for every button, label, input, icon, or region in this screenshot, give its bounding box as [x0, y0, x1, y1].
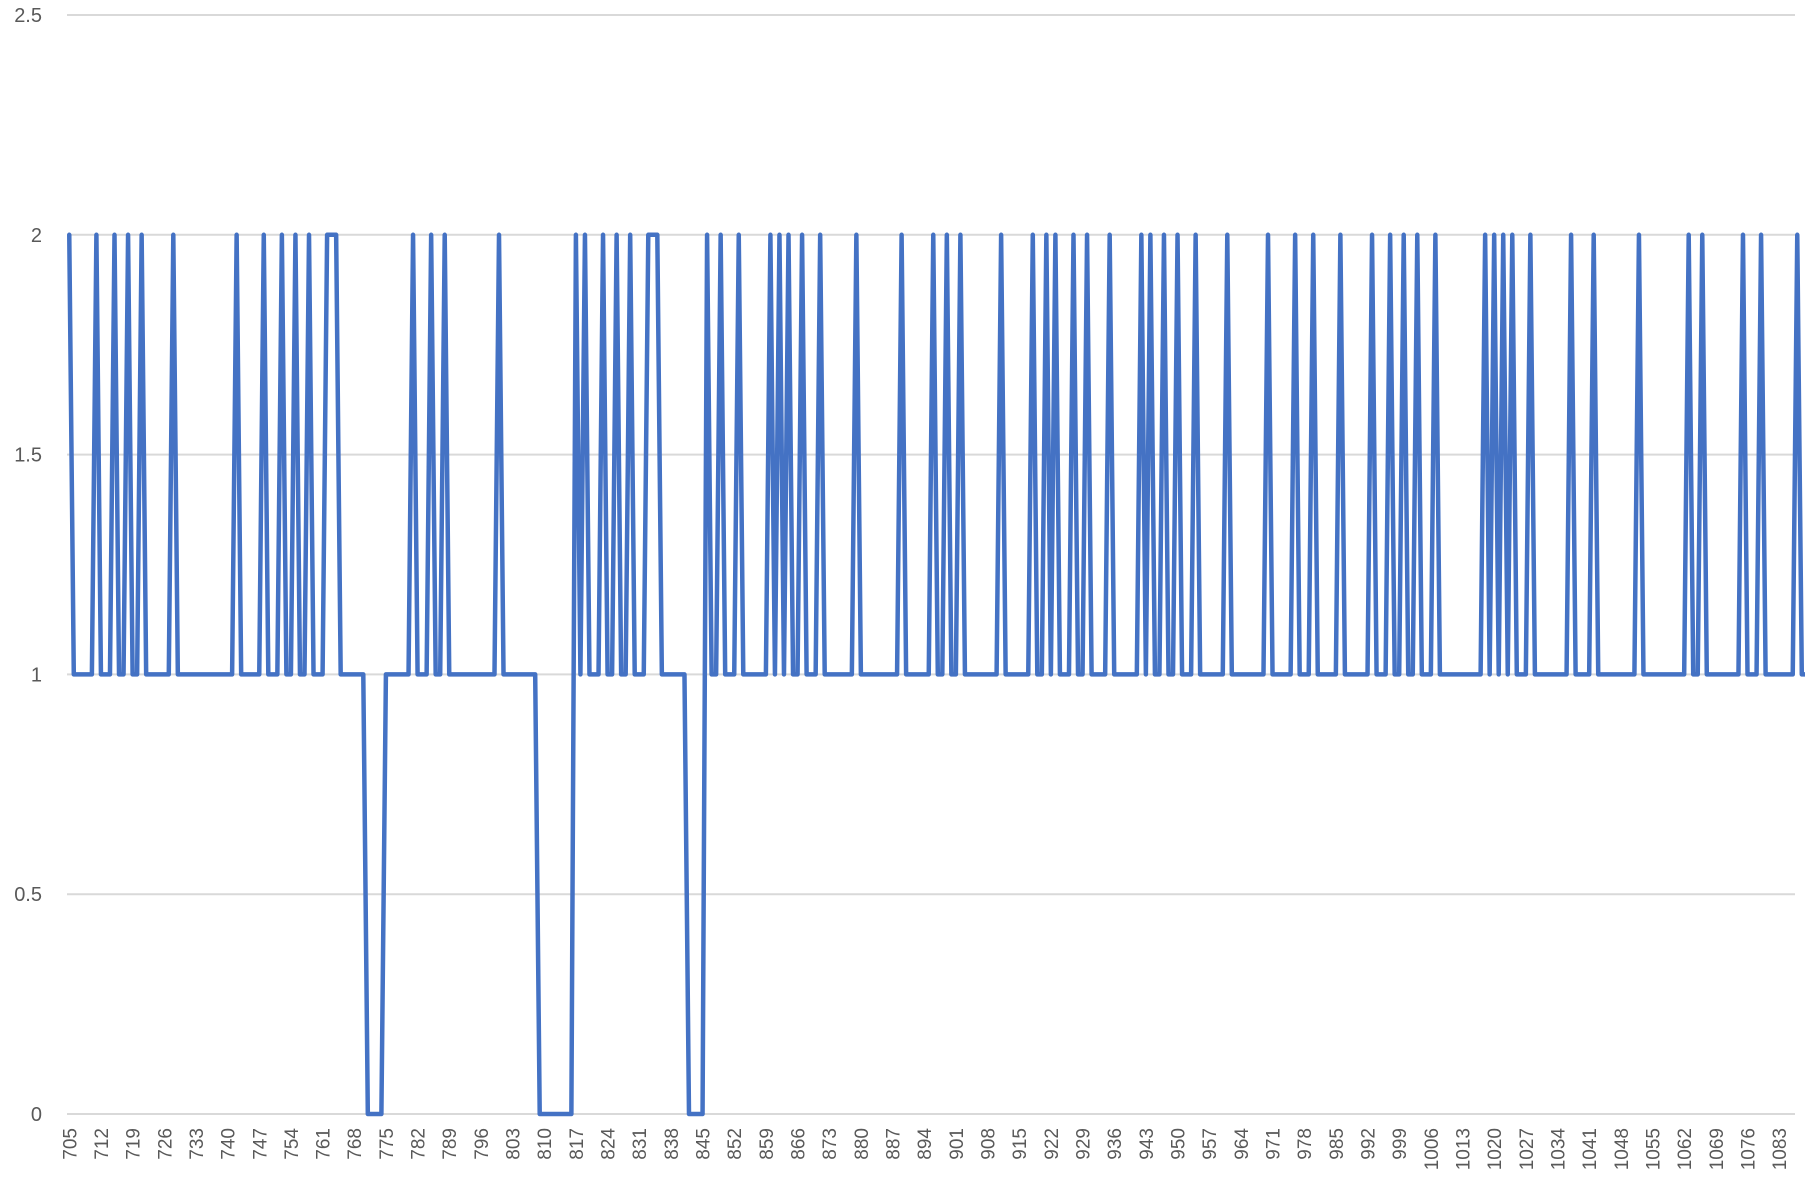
x-tick-label: 873	[820, 1128, 841, 1160]
x-tick-label: 992	[1359, 1128, 1380, 1160]
y-tick-label: 2	[31, 225, 42, 247]
x-tick-label: 1069	[1707, 1128, 1728, 1170]
x-tick-label: 943	[1137, 1128, 1158, 1160]
x-tick-label: 957	[1200, 1128, 1221, 1160]
x-tick-label: 887	[884, 1128, 905, 1160]
x-tick-label: 1034	[1549, 1128, 1570, 1171]
x-tick-label: 747	[250, 1128, 271, 1160]
x-tick-label: 705	[60, 1128, 81, 1160]
x-tick-label: 908	[979, 1128, 1000, 1160]
x-tick-label: 1083	[1770, 1128, 1791, 1170]
x-tick-label: 978	[1295, 1128, 1316, 1160]
x-tick-label: 1020	[1485, 1128, 1506, 1170]
y-tick-label: 0.5	[14, 884, 42, 906]
x-tick-label: 859	[757, 1128, 778, 1160]
x-tick-label: 922	[1042, 1128, 1063, 1160]
x-tick-label: 1048	[1612, 1128, 1633, 1170]
x-tick-label: 985	[1327, 1128, 1348, 1160]
x-tick-label: 726	[155, 1128, 176, 1160]
x-tick-label: 1041	[1580, 1128, 1601, 1170]
y-tick-label: 0	[31, 1104, 42, 1126]
x-tick-label: 1006	[1422, 1128, 1443, 1170]
x-tick-label: 754	[282, 1128, 303, 1160]
x-tick-label: 1027	[1517, 1128, 1538, 1170]
x-tick-label: 936	[1105, 1128, 1126, 1160]
x-tick-label: 775	[377, 1128, 398, 1160]
x-tick-label: 810	[535, 1128, 556, 1160]
x-tick-label: 880	[852, 1128, 873, 1160]
x-tick-label: 817	[567, 1128, 588, 1160]
x-tick-label: 740	[219, 1128, 240, 1160]
y-axis-tick-labels: 0 0.5 1 1.5 2 2.5	[14, 5, 42, 1126]
x-tick-label: 796	[472, 1128, 493, 1160]
y-tick-label: 1	[31, 664, 42, 686]
x-tick-label: 845	[694, 1128, 715, 1160]
x-tick-label: 901	[947, 1128, 968, 1160]
x-tick-label: 824	[599, 1128, 620, 1160]
x-tick-label: 712	[92, 1128, 113, 1160]
y-tick-label: 2.5	[14, 5, 42, 27]
x-tick-label: 761	[314, 1128, 335, 1160]
x-tick-label: 1062	[1675, 1128, 1696, 1170]
x-tick-label: 782	[409, 1128, 430, 1160]
x-tick-label: 999	[1390, 1128, 1411, 1160]
x-axis-tick-labels: 705 712 719 726 733 740 747 754 761 768 775 782 789 7…	[60, 1128, 1791, 1171]
x-tick-label: 894	[915, 1128, 936, 1160]
x-tick-label: 733	[187, 1128, 208, 1160]
x-tick-label: 950	[1169, 1128, 1190, 1160]
x-tick-label: 964	[1232, 1128, 1253, 1160]
x-tick-label: 866	[789, 1128, 810, 1160]
x-tick-label: 831	[630, 1128, 651, 1160]
x-tick-label: 915	[1010, 1128, 1031, 1160]
x-tick-label: 1013	[1454, 1128, 1475, 1170]
x-tick-label: 1076	[1739, 1128, 1760, 1170]
x-tick-label: 971	[1264, 1128, 1285, 1160]
x-tick-label: 719	[124, 1128, 145, 1160]
x-tick-label: 838	[662, 1128, 683, 1160]
x-tick-label: 803	[504, 1128, 525, 1160]
x-tick-label: 852	[725, 1128, 746, 1160]
x-tick-label: 789	[440, 1128, 461, 1160]
x-tick-label: 1055	[1644, 1128, 1665, 1170]
x-tick-label: 768	[345, 1128, 366, 1160]
y-tick-label: 1.5	[14, 445, 42, 467]
x-tick-label: 929	[1074, 1128, 1095, 1160]
series-line	[67, 232, 1805, 1117]
